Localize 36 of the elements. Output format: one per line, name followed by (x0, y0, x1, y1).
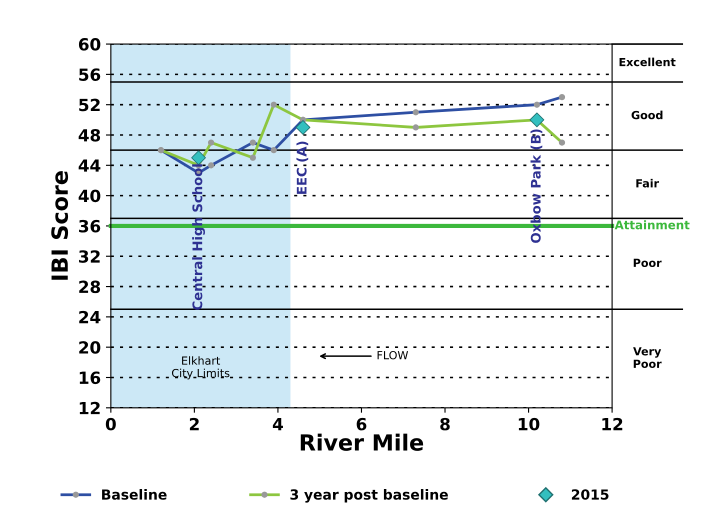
y-tick-label: 40 (78, 190, 100, 202)
y-tick-label: 12 (80, 402, 100, 414)
x-tick-label: 8 (440, 418, 450, 430)
x-tick-label: 0 (106, 418, 116, 430)
text: Fair (636, 178, 660, 188)
y-tick-label: 28 (79, 280, 100, 294)
x-tick-label: 6 (356, 418, 366, 430)
x-tick-label: 4 (272, 418, 283, 430)
y-tick-label: 60 (78, 38, 100, 51)
x-tick-label: 12 (602, 418, 622, 430)
text: Excellent (620, 58, 676, 66)
y-tick-label: 24 (79, 310, 100, 324)
ref-line-label: Attainment (614, 220, 690, 230)
legend-label: 3 year post baseline (290, 489, 448, 503)
annotation: Oxbow Park (B) (530, 129, 542, 243)
x-axis-title: River Mile (300, 434, 424, 451)
band-label: Elkhart City Limits (172, 356, 230, 380)
text: Poor (634, 258, 662, 268)
annotation: Central High School (192, 164, 205, 310)
legend-label: Baseline (102, 489, 167, 500)
y-tick-label: 20 (79, 341, 100, 354)
legend-label: 2015 (572, 489, 608, 500)
annotation: EEC (A) (296, 142, 308, 194)
y-tick-label: 36 (79, 220, 100, 233)
x-tick-label: 10 (518, 418, 540, 430)
y-tick-label: 32 (79, 250, 100, 263)
y-tick-label: 16 (80, 371, 100, 384)
text: Very Poor (633, 347, 662, 368)
y-tick-label: 44 (78, 160, 100, 172)
y-axis-title: IBI Score (51, 171, 68, 280)
x-tick-label: 2 (190, 418, 199, 430)
y-tick-label: 56 (79, 68, 100, 81)
y-tick-label: 48 (78, 128, 100, 142)
text: Good (632, 110, 662, 120)
annotation: FLOW (378, 350, 408, 360)
y-tick-label: 52 (79, 98, 100, 112)
